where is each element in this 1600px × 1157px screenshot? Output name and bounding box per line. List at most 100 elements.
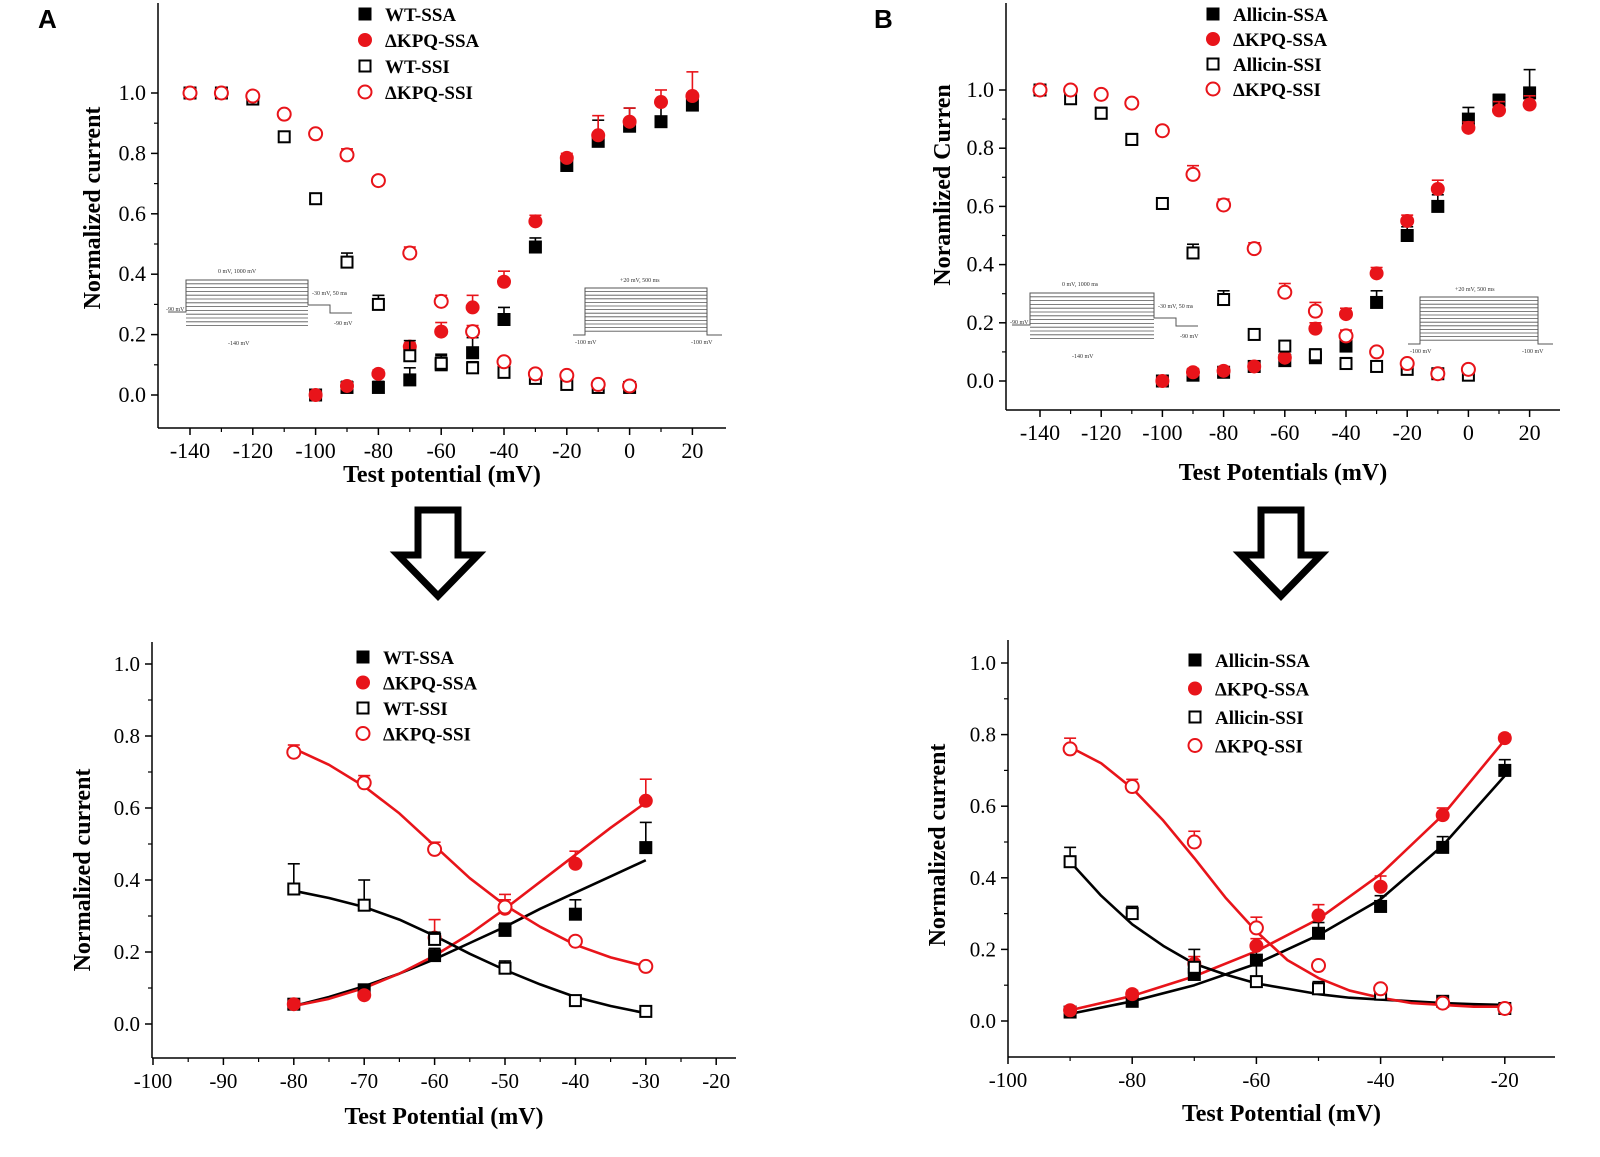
fit-curve bbox=[293, 747, 647, 968]
data-point-square-open bbox=[1247, 327, 1261, 341]
x-tick-label: -140 bbox=[170, 438, 210, 463]
x-tick-label: -120 bbox=[233, 438, 273, 463]
data-point-circle-open bbox=[355, 726, 371, 741]
data-point-circle bbox=[1188, 681, 1202, 696]
y-tick-label: 1.0 bbox=[119, 80, 147, 105]
data-point-circle bbox=[622, 114, 637, 129]
x-tick-label: -100 bbox=[134, 1069, 173, 1093]
x-tick-label: -50 bbox=[491, 1069, 519, 1093]
data-point-circle-open bbox=[1154, 123, 1170, 139]
data-point-circle bbox=[1461, 120, 1476, 135]
x-tick-label: -20 bbox=[702, 1069, 730, 1093]
data-point-circle bbox=[434, 324, 449, 339]
data-point-square-open bbox=[1339, 357, 1353, 371]
y-tick-label: 0.4 bbox=[119, 261, 147, 286]
legend-label: Allicin-SSA bbox=[1233, 5, 1328, 26]
y-tick-label: 1.0 bbox=[970, 651, 996, 675]
data-point-square bbox=[358, 7, 372, 21]
data-point-square-open bbox=[1187, 960, 1201, 974]
data-point-circle-open bbox=[308, 126, 324, 142]
data-point-square-open bbox=[1094, 106, 1108, 120]
data-point-circle bbox=[1311, 908, 1326, 923]
data-point-circle-open bbox=[427, 841, 443, 857]
data-point-circle bbox=[371, 366, 386, 381]
legend-label: Allicin-SSI bbox=[1215, 708, 1304, 729]
inset-label: -90 mV bbox=[1180, 334, 1199, 340]
inset-label: -30 mV, 50 ms bbox=[1158, 304, 1194, 310]
data-point-circle bbox=[528, 214, 543, 229]
data-point-circle bbox=[568, 856, 583, 871]
x-tick-label: -100 bbox=[989, 1068, 1028, 1092]
data-point-square-open bbox=[371, 297, 385, 311]
data-point-square-open bbox=[340, 255, 354, 269]
legend-label: Allicin-SSI bbox=[1233, 55, 1322, 76]
x-tick-label: -100 bbox=[295, 438, 335, 463]
legend-label: ΔKPQ-SSA bbox=[383, 674, 478, 695]
data-point-circle-open bbox=[1248, 920, 1264, 936]
inset-label: -140 mV bbox=[1072, 354, 1094, 360]
x-axis-label: Test potential (mV) bbox=[343, 462, 541, 488]
y-axis-label: Normalized current bbox=[70, 769, 96, 972]
data-point-circle-open bbox=[356, 775, 372, 791]
data-point-square-open bbox=[434, 356, 448, 370]
data-point-circle bbox=[1063, 1003, 1078, 1018]
data-point-square bbox=[654, 115, 668, 129]
data-point-square-open bbox=[1186, 246, 1200, 260]
data-point-circle-open bbox=[1435, 995, 1451, 1011]
data-point-circle bbox=[308, 388, 323, 402]
x-tick-label: -140 bbox=[1020, 420, 1060, 445]
data-point-circle-open bbox=[1062, 741, 1078, 757]
y-tick-label: 0.8 bbox=[970, 723, 996, 747]
data-point-circle-open bbox=[1369, 344, 1385, 360]
data-point-square bbox=[371, 380, 385, 394]
data-point-circle bbox=[1369, 266, 1384, 281]
data-point-circle-open bbox=[339, 147, 355, 163]
data-point-circle bbox=[1497, 731, 1512, 746]
y-tick-label: 0.0 bbox=[967, 368, 995, 393]
legend-label: ΔKPQ-SSI bbox=[1215, 737, 1303, 758]
inset-label: -100 mV bbox=[575, 340, 597, 346]
inset-label: -140 mV bbox=[228, 341, 250, 347]
data-point-circle bbox=[1216, 363, 1231, 378]
data-point-circle-open bbox=[1187, 738, 1203, 753]
data-point-circle-open bbox=[402, 245, 418, 261]
x-tick-label: -80 bbox=[1209, 420, 1238, 445]
x-tick-label: 20 bbox=[681, 438, 703, 463]
y-tick-label: 1.0 bbox=[967, 77, 995, 102]
data-point-circle bbox=[1373, 879, 1388, 894]
inset-label: 0 mV, 1000 ms bbox=[1062, 282, 1099, 288]
data-point-circle-open bbox=[1205, 81, 1221, 97]
data-point-circle-open bbox=[276, 106, 292, 122]
data-point-circle-open bbox=[213, 85, 229, 101]
data-point-square-open bbox=[1370, 359, 1384, 373]
x-tick-label: 20 bbox=[1519, 420, 1541, 445]
fit-curve bbox=[293, 889, 647, 1015]
panel-label-a: A bbox=[38, 4, 57, 34]
data-point-circle-open bbox=[357, 84, 373, 100]
data-point-square bbox=[466, 346, 480, 360]
data-point-circle bbox=[358, 33, 372, 47]
data-point-square bbox=[1436, 840, 1450, 854]
legend-label: WT-SSI bbox=[385, 57, 450, 78]
inset-label: 0 mV, 1000 mV bbox=[218, 269, 257, 275]
inset-label: -100 mV bbox=[691, 340, 713, 346]
data-point-circle-open bbox=[1186, 834, 1202, 850]
data-point-circle-open bbox=[1399, 356, 1415, 372]
legend-label: ΔKPQ-SSA bbox=[1233, 30, 1328, 51]
inset-label: -100 mV bbox=[1522, 349, 1544, 355]
data-point-square-open bbox=[403, 349, 417, 363]
legend-label: ΔKPQ-SSA bbox=[1215, 680, 1310, 701]
data-point-circle bbox=[638, 793, 653, 808]
data-point-square bbox=[1492, 93, 1506, 107]
data-point-square bbox=[1206, 7, 1220, 21]
data-point-circle-open bbox=[245, 88, 261, 104]
data-point-circle-open bbox=[638, 958, 654, 974]
data-point-circle-open bbox=[567, 933, 583, 949]
data-point-circle-open bbox=[433, 293, 449, 309]
data-point-square bbox=[1400, 229, 1414, 242]
inset-label: +20 mV, 500 ms bbox=[1455, 287, 1495, 293]
data-point-square bbox=[1374, 899, 1388, 913]
data-point-circle bbox=[591, 128, 606, 143]
data-point-circle-open bbox=[1460, 361, 1476, 377]
